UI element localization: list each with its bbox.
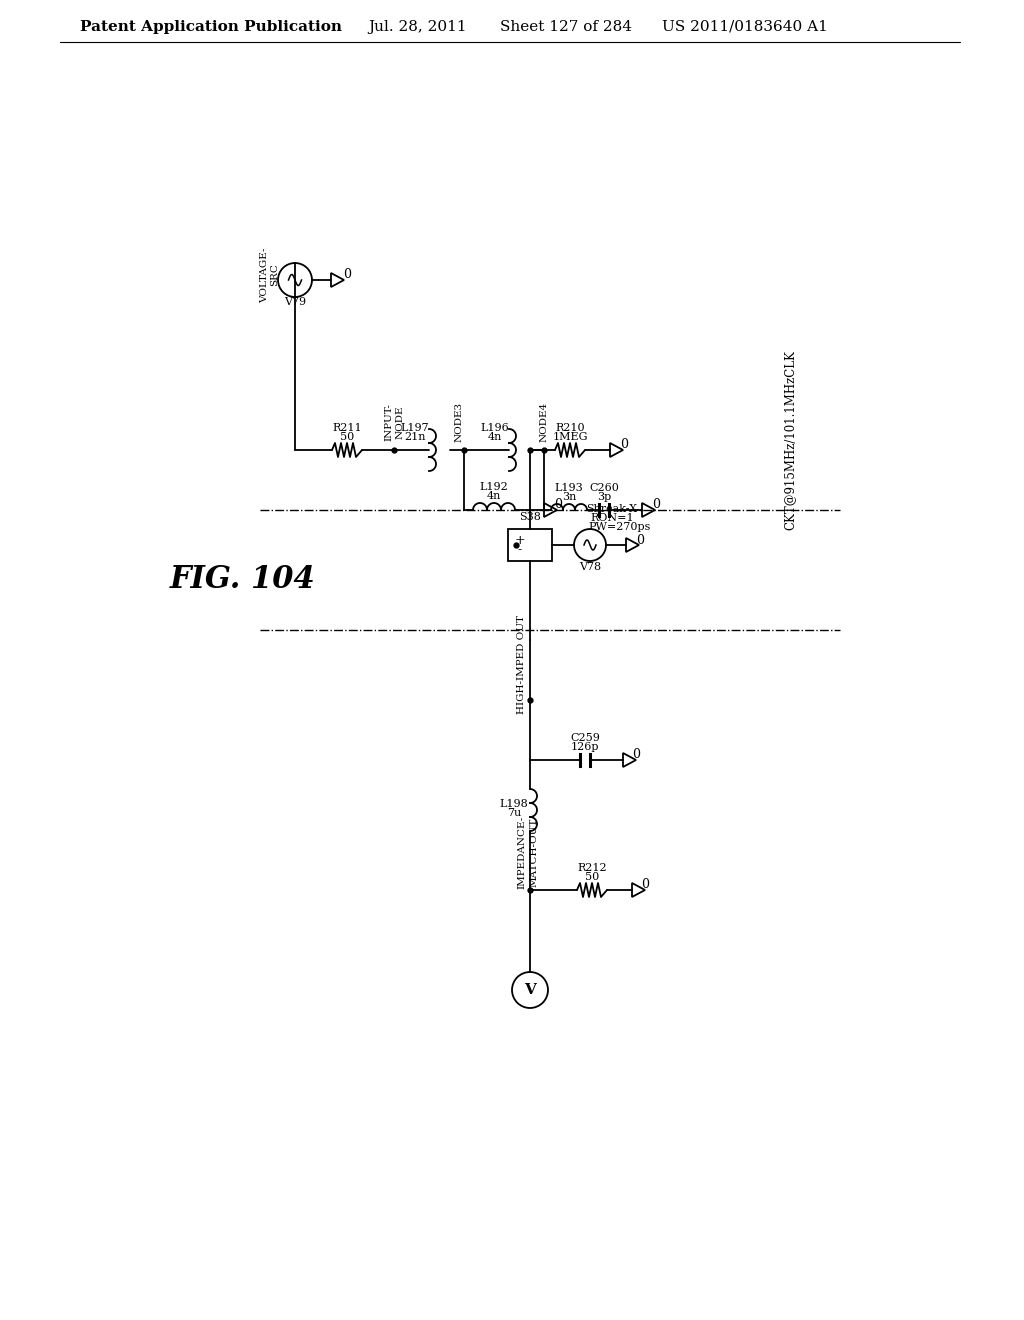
Text: PW=270ps: PW=270ps — [589, 521, 651, 532]
Text: Sheet 127 of 284: Sheet 127 of 284 — [500, 20, 632, 34]
Text: 7u: 7u — [507, 808, 521, 818]
Text: INPUT-: INPUT- — [384, 403, 393, 441]
Text: RON=1: RON=1 — [590, 513, 634, 523]
Text: IMPEDANCE-: IMPEDANCE- — [517, 816, 526, 888]
Text: NODE3: NODE3 — [455, 401, 464, 442]
Text: +: + — [515, 533, 525, 546]
Text: HIGH-IMPED OUT: HIGH-IMPED OUT — [517, 615, 526, 714]
Text: US 2011/0183640 A1: US 2011/0183640 A1 — [662, 20, 827, 34]
Text: 21n: 21n — [404, 432, 426, 442]
Text: 0: 0 — [620, 438, 628, 451]
Text: L196: L196 — [480, 422, 509, 433]
Text: Jul. 28, 2011: Jul. 28, 2011 — [368, 20, 467, 34]
Text: L193: L193 — [555, 483, 584, 492]
Text: MATCH-OUT: MATCH-OUT — [529, 817, 539, 887]
Bar — [508, 529, 552, 561]
Text: R210: R210 — [555, 422, 585, 433]
Text: 4n: 4n — [486, 491, 501, 502]
Text: 0: 0 — [652, 499, 660, 511]
Text: V79: V79 — [284, 297, 306, 308]
Text: V78: V78 — [579, 562, 601, 572]
Text: S38: S38 — [519, 512, 541, 521]
Text: C259: C259 — [570, 733, 600, 743]
Text: 1MEG: 1MEG — [552, 432, 588, 442]
Text: 4n: 4n — [487, 432, 502, 442]
Text: 3p: 3p — [597, 492, 611, 502]
Text: V: V — [524, 983, 536, 997]
Text: -: - — [518, 544, 522, 557]
Text: 50: 50 — [340, 432, 354, 442]
Text: VOLTAGE-: VOLTAGE- — [260, 247, 269, 302]
Text: 0: 0 — [554, 499, 562, 511]
Text: R211: R211 — [332, 422, 361, 433]
Text: 0: 0 — [632, 748, 640, 762]
Text: C260: C260 — [589, 483, 618, 492]
Text: 0: 0 — [641, 879, 649, 891]
Text: NODE4: NODE4 — [540, 401, 549, 442]
Text: 50: 50 — [585, 873, 599, 882]
Text: CKT@915MHz/101.1MHzCLK: CKT@915MHz/101.1MHzCLK — [783, 350, 797, 529]
Text: NODE: NODE — [395, 405, 404, 438]
Text: 126p: 126p — [570, 742, 599, 752]
Text: 0: 0 — [343, 268, 351, 281]
Text: SRC: SRC — [270, 264, 280, 286]
Text: L197: L197 — [400, 422, 429, 433]
Text: Sbreak-X: Sbreak-X — [587, 504, 638, 513]
Text: Patent Application Publication: Patent Application Publication — [80, 20, 342, 34]
Text: L192: L192 — [479, 482, 508, 492]
Text: 0: 0 — [636, 533, 644, 546]
Text: FIG. 104: FIG. 104 — [170, 565, 315, 595]
Text: L198: L198 — [500, 799, 528, 809]
Text: 3n: 3n — [562, 492, 577, 502]
Text: R212: R212 — [578, 863, 607, 873]
